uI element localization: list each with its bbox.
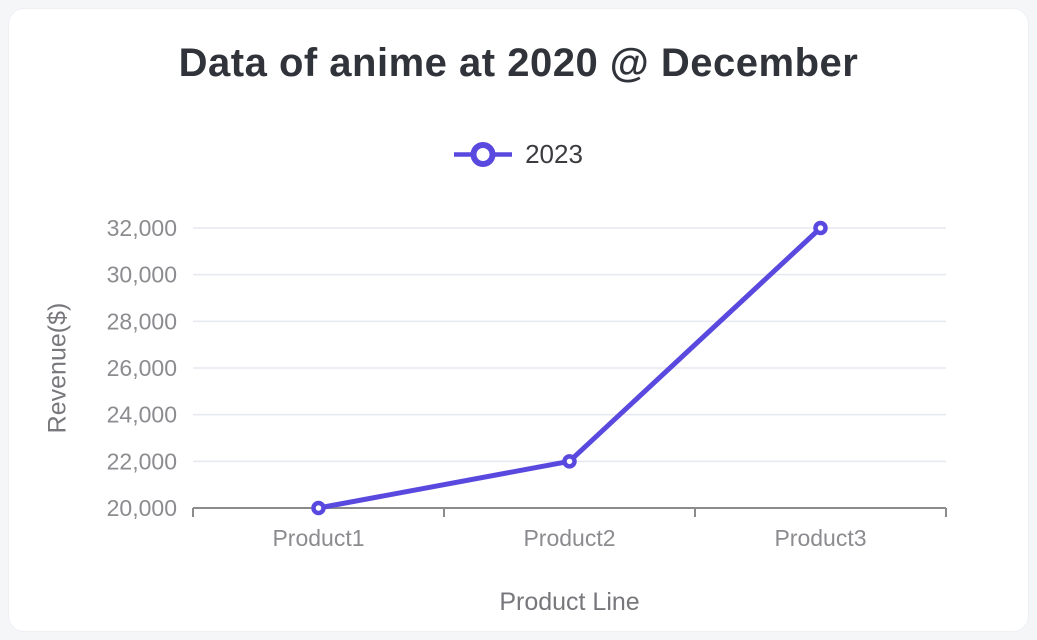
- line-chart-canvas[interactable]: 20,000 22,000 24,000 26,000 28,000 30,000 32,0…: [9, 9, 1030, 633]
- chart-title: Data of anime at 2020 @ December: [178, 41, 859, 85]
- y-tick-label: 30,000: [107, 262, 177, 288]
- x-category-label: Product2: [523, 525, 615, 551]
- y-tick-label: 20,000: [107, 495, 177, 521]
- data-point-Product2[interactable]: [562, 454, 577, 469]
- data-point-Product3[interactable]: [813, 220, 828, 236]
- y-tick-label: 28,000: [107, 308, 177, 334]
- data-point-Product1[interactable]: [311, 500, 326, 516]
- line-series-marker-icon: [454, 142, 513, 167]
- y-tick-label: 22,000: [107, 448, 177, 474]
- y-tick-label: 26,000: [107, 355, 177, 381]
- x-category-label: Product3: [774, 525, 866, 551]
- legend-label: 2023: [525, 139, 583, 169]
- x-axis-title: Product Line: [499, 588, 640, 616]
- y-tick-label: 32,000: [107, 215, 177, 241]
- legend: 2023: [9, 139, 1028, 170]
- x-category-label: Product1: [272, 525, 364, 551]
- y-tick-label: 24,000: [107, 402, 177, 428]
- chart-card: Data of anime at 2020 @ December 2023 Re…: [8, 8, 1029, 632]
- legend-item-2023[interactable]: 2023: [454, 139, 583, 170]
